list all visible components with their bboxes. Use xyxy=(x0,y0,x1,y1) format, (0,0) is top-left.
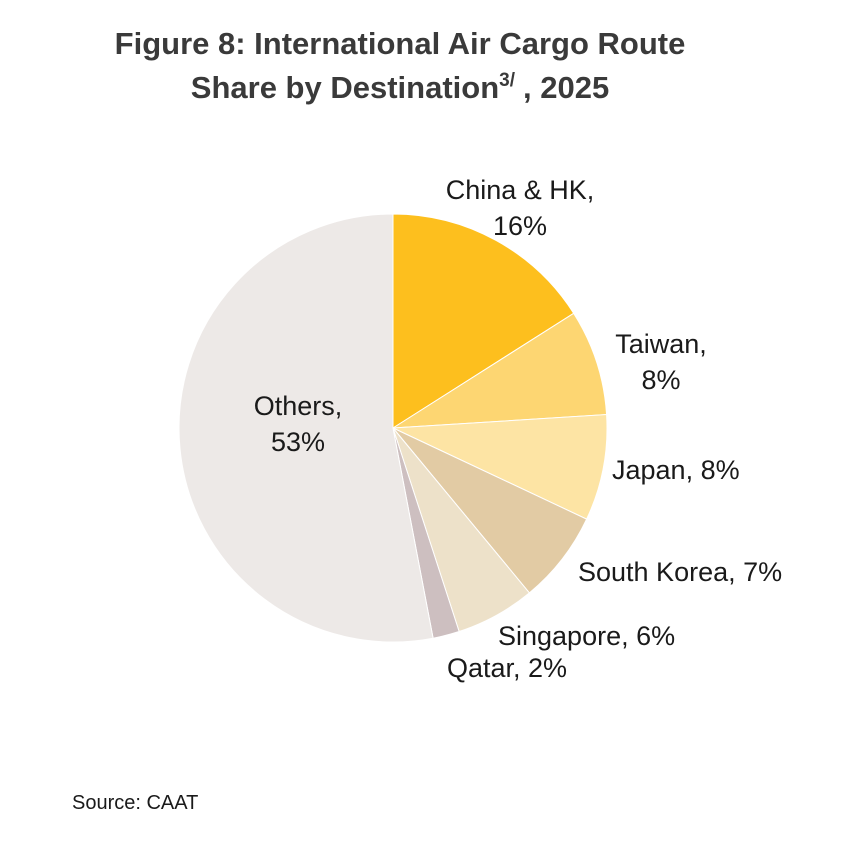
title-superscript: 3/ xyxy=(499,70,515,91)
title-line: Share by Destination xyxy=(190,70,500,105)
title-line: Figure 8: International Air Cargo Route xyxy=(114,26,686,61)
source-note: Source: CAAT xyxy=(72,792,199,814)
data-label: Singapore, 6% xyxy=(498,621,676,651)
data-label: China & HK, 16% xyxy=(445,175,595,241)
pie-slice xyxy=(392,414,608,520)
data-label: Qatar, 2% xyxy=(447,653,568,683)
title-suffix: , 2025 xyxy=(523,70,610,105)
data-label: South Korea, 7% xyxy=(578,557,783,587)
data-label: Taiwan, 8% xyxy=(615,329,707,395)
pie-slice xyxy=(392,213,575,429)
pie-slice xyxy=(178,213,434,643)
title-line: Share by Destination3/ , 2025 xyxy=(0,66,800,110)
pie-slice xyxy=(392,312,608,429)
data-label: Japan, 8% xyxy=(612,455,740,485)
data-label: Others, 53% xyxy=(253,391,343,457)
chart-title: Figure 8: International Air Cargo Route … xyxy=(0,22,800,110)
